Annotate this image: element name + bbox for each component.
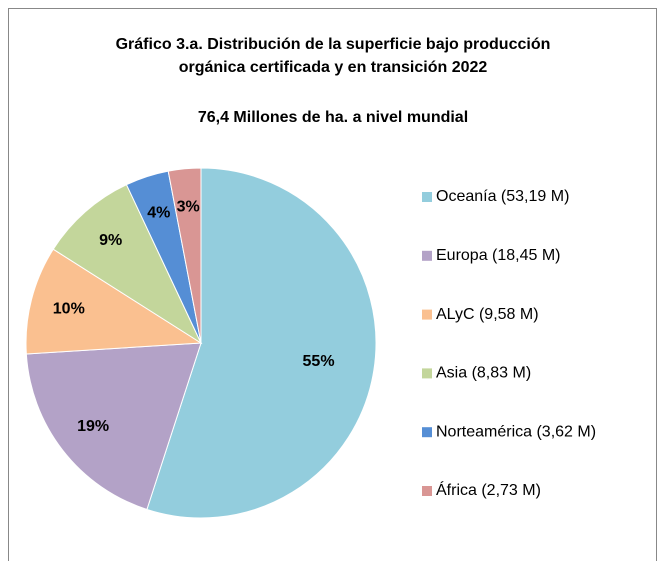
pie-slice <box>25 248 203 355</box>
legend-swatch <box>422 192 432 202</box>
chart-title: Gráfico 3.a. Distribución de la superfic… <box>116 36 551 53</box>
slice-label: 4% <box>147 204 170 221</box>
legend-swatch <box>422 309 432 320</box>
chart-subtitle: 76,4 Millones de ha. a nivel mundial <box>198 109 468 126</box>
pie-slice <box>52 183 203 345</box>
slice-label: 3% <box>177 198 200 215</box>
slice-label: 9% <box>99 232 122 249</box>
slice-label: 10% <box>53 300 85 317</box>
legend-label: ALyC (9,58 M) <box>436 306 539 323</box>
legend-label: Norteamérica (3,62 M) <box>436 423 596 440</box>
legend-label: Asia (8,83 M) <box>436 365 531 382</box>
legend-swatch <box>422 250 432 261</box>
slice-label: 19% <box>77 418 109 435</box>
pie-slice <box>146 167 377 519</box>
chart-title: orgánica certificada y en transición 202… <box>179 59 488 76</box>
legend-swatch <box>422 427 432 438</box>
slice-label: 55% <box>303 353 335 370</box>
legend-label: Europa (18,45 M) <box>436 247 561 264</box>
pie-slice <box>167 167 202 344</box>
legend-label: África (2,73 M) <box>436 480 541 499</box>
legend-swatch <box>422 368 432 379</box>
legend-swatch <box>422 486 432 496</box>
pie-slice <box>25 342 202 511</box>
legend-label: Oceanía (53,19 M) <box>436 188 569 205</box>
